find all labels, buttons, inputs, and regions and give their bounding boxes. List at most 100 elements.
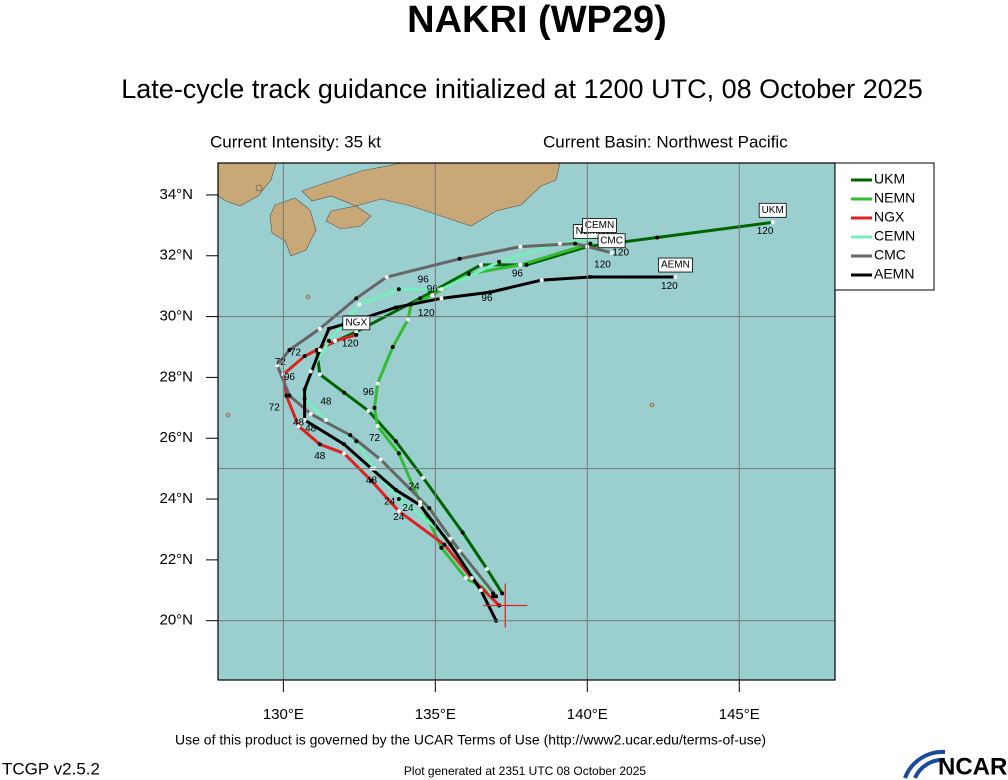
y-tick-label: 28°N (159, 368, 193, 385)
end-label-text: CMC (600, 235, 623, 246)
hour-label: 96 (512, 269, 524, 280)
track-point (396, 451, 401, 456)
x-tick-label: 130°E (263, 706, 304, 723)
hour-label: 72 (275, 357, 287, 368)
hour-label: 72 (290, 348, 302, 359)
hour-label: 72 (269, 402, 281, 413)
hour-label: 72 (369, 433, 381, 444)
track-point (488, 290, 493, 295)
track-point (770, 220, 775, 225)
track-point (609, 250, 614, 255)
track-point (354, 296, 359, 301)
generated: Plot generated at 2351 UTC 08 October 20… (404, 764, 646, 778)
track-point (375, 381, 380, 386)
track-point (409, 302, 414, 307)
hour-label: 48 (305, 424, 317, 435)
track-point (308, 369, 313, 374)
track-point (354, 439, 359, 444)
end-label-box (758, 202, 787, 218)
y-tick-label: 26°N (159, 429, 193, 446)
track-point (287, 348, 292, 353)
track-point (326, 338, 331, 343)
map-frame (217, 162, 836, 681)
track-point (396, 497, 401, 502)
hour-label: 48 (293, 418, 305, 429)
track-point (539, 278, 544, 283)
track-point (275, 363, 280, 368)
hour-label: 48 (320, 396, 332, 407)
track-point (655, 235, 660, 240)
hour-label: 120 (661, 281, 678, 292)
track-point (342, 442, 347, 447)
island (255, 184, 263, 192)
hour-label: 120 (342, 339, 359, 350)
track-point (396, 509, 401, 514)
track-point (588, 241, 593, 246)
legend: UKM NEMN NGX CEMN CMC AEMN (834, 162, 935, 291)
hour-label: 24 (408, 482, 420, 493)
logo-arc (903, 749, 946, 779)
legend-label: CMC (874, 247, 906, 263)
end-label-text: CEMN (585, 220, 614, 231)
island (305, 294, 311, 300)
track-point (317, 348, 322, 353)
shikoku (325, 205, 372, 230)
track-point (326, 326, 331, 331)
logo-arc (913, 757, 946, 779)
subtitle: Late-cycle track guidance initialized at… (121, 74, 922, 104)
track-point (460, 530, 465, 535)
track-point (469, 576, 474, 581)
end-label-box (658, 257, 693, 273)
track-point (457, 548, 462, 553)
y-tick-label: 22°N (159, 551, 193, 568)
track-point (302, 396, 307, 401)
hour-label: 120 (418, 308, 435, 319)
end-label: CEMN (582, 218, 617, 233)
end-label: AEMN (658, 257, 693, 273)
track-point (442, 542, 447, 547)
kyushu (269, 197, 317, 257)
track-point (418, 296, 423, 301)
hour-label: 120 (757, 226, 774, 237)
track-point (573, 241, 578, 246)
legend-label: NEMN (874, 190, 915, 206)
track-point (439, 287, 444, 292)
track-point (378, 457, 383, 462)
track-point (439, 545, 444, 550)
track-point (354, 329, 359, 334)
track-point (375, 424, 380, 429)
track-point (333, 338, 338, 343)
track-point (314, 348, 319, 353)
track-point (323, 417, 328, 422)
legend-label: UKM (874, 171, 905, 187)
track-point (478, 262, 483, 267)
y-tick-label: 32°N (159, 247, 193, 264)
track-point (317, 372, 322, 377)
track-point (405, 317, 410, 322)
hour-label: 48 (366, 475, 378, 486)
island (649, 402, 655, 408)
logo-text: NCAR (938, 753, 1007, 780)
hour-label: 96 (418, 275, 430, 286)
track-point (478, 588, 483, 593)
track-point (366, 408, 371, 413)
x-tick-label: 145°E (719, 706, 760, 723)
track-point (308, 411, 313, 416)
track (315, 220, 773, 595)
end-label-box (582, 218, 617, 233)
hour-label: 24 (402, 503, 414, 514)
track-point (524, 262, 529, 267)
y-tick-label: 34°N (159, 186, 193, 203)
end-label: UKM (758, 202, 787, 218)
track-point (484, 566, 489, 571)
hour-label: 24 (393, 512, 405, 523)
track-point (448, 536, 453, 541)
ocean (218, 163, 835, 680)
intensity: Current Intensity: 35 kt (210, 132, 381, 151)
track-point (302, 354, 307, 359)
track-point (494, 594, 499, 599)
track-point (588, 275, 593, 280)
track-point (369, 478, 374, 483)
track-point (357, 302, 362, 307)
